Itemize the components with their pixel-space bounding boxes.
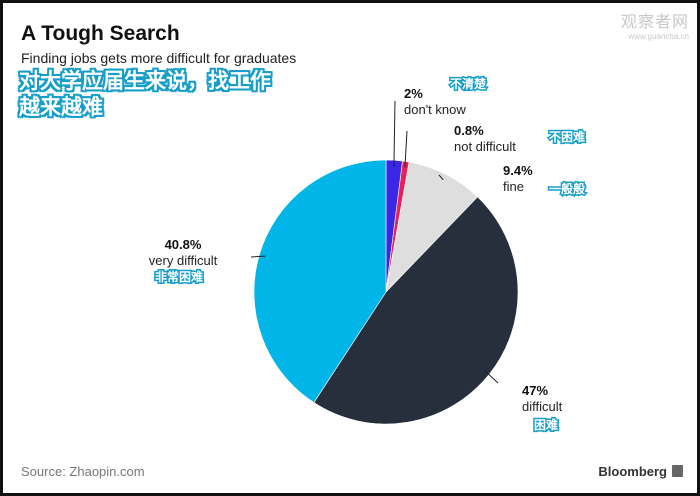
- leader-line: [250, 255, 266, 258]
- data-label-category: very difficult: [149, 253, 218, 268]
- data-label-category: difficult: [522, 399, 563, 414]
- chinese-title-overlay: 对大学应届生来说，找工作 越来越难: [19, 69, 271, 121]
- source-note: Source: Zhaopin.com: [21, 464, 145, 479]
- data-label-category: fine: [503, 179, 524, 194]
- data-label-percent: 2%: [404, 86, 423, 101]
- pie-chart: 2%don't know 不清楚 0.8%not difficult 不困难 9.4%f…: [149, 75, 587, 434]
- leader-line: [404, 130, 408, 168]
- chinese-annotation: 一般般: [549, 181, 585, 196]
- watermark-name: 观察者网: [620, 14, 689, 31]
- data-label-percent: 47%: [522, 383, 548, 398]
- chinese-annotation: 不困难: [549, 129, 585, 144]
- chinese-title-line-1: 对大学应届生来说，找工作: [19, 70, 271, 93]
- chart-subtitle: Finding jobs gets more difficult for gra…: [21, 50, 297, 66]
- leader-line: [438, 174, 444, 181]
- leader-line: [484, 370, 499, 384]
- chinese-annotation: 不清楚: [450, 76, 487, 91]
- pie-slice-fine: [385, 161, 478, 293]
- chinese-title-line-2: 越来越难: [19, 96, 103, 119]
- chart-title: A Tough Search: [21, 22, 180, 45]
- data-label-category: don't know: [404, 102, 466, 117]
- brand-name: Bloomberg: [598, 464, 667, 479]
- chinese-annotation: 困难: [534, 417, 558, 432]
- data-label-percent: 40.8%: [165, 237, 202, 252]
- pie-slice-very-difficult: [253, 159, 387, 403]
- data-label-percent: 9.4%: [503, 163, 533, 178]
- data-label-percent: 0.8%: [454, 123, 484, 138]
- leader-line: [393, 100, 396, 167]
- bloomberg-logo-icon: [672, 465, 683, 477]
- watermark: 观察者网 www.guancha.cn: [621, 8, 689, 41]
- chinese-annotation: 非常困难: [155, 269, 203, 284]
- data-label-category: not difficult: [454, 139, 516, 154]
- watermark-url: www.guancha.cn: [628, 32, 689, 41]
